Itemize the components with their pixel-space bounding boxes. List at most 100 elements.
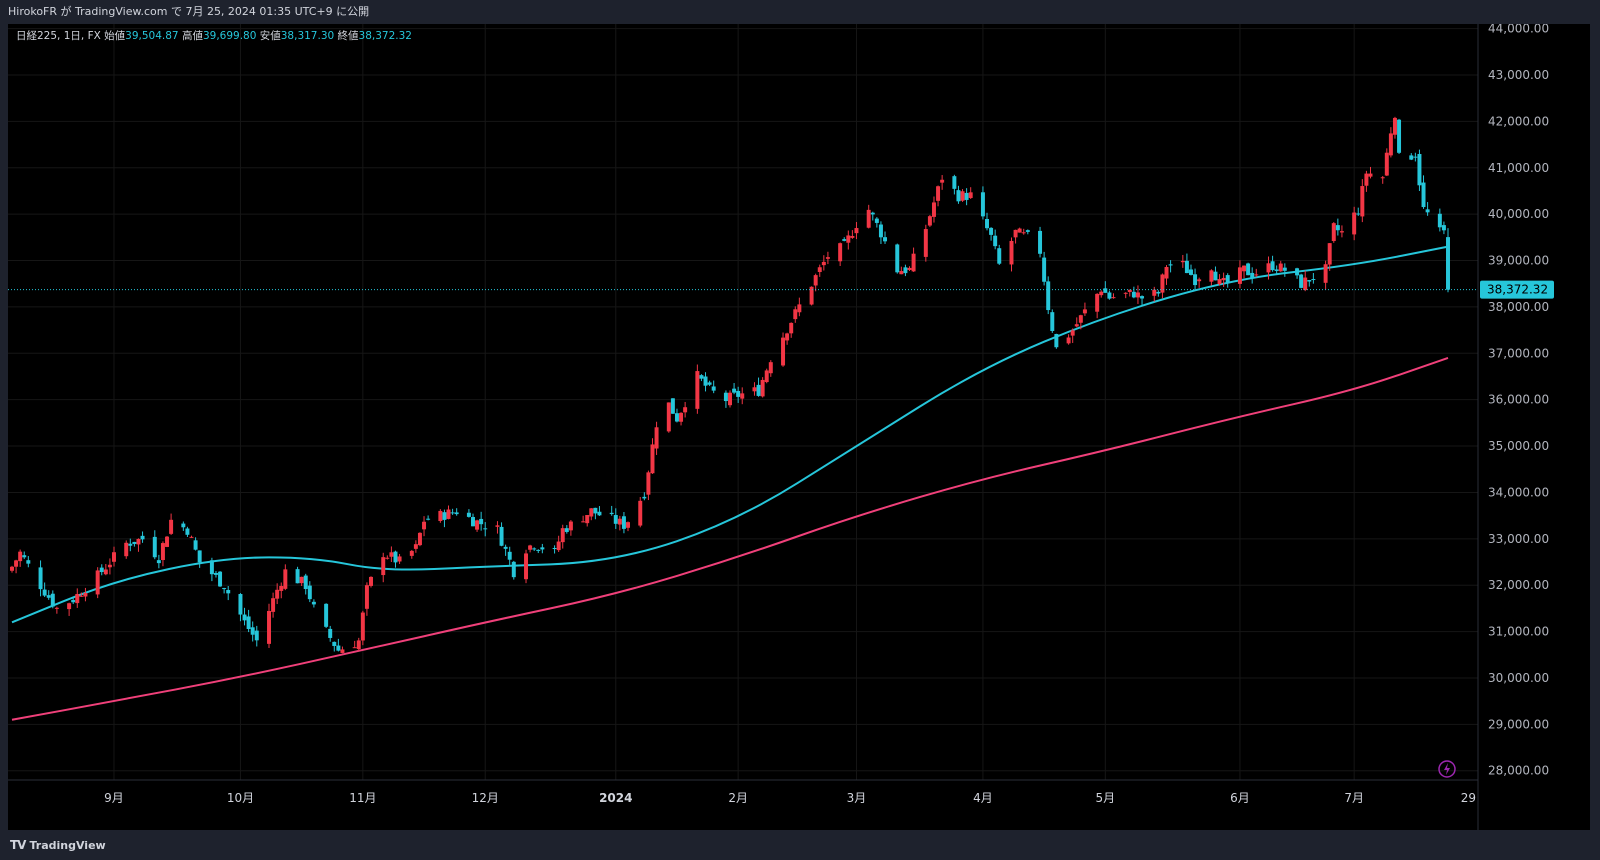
- candle-body: [1046, 281, 1051, 311]
- candle-body: [866, 209, 871, 228]
- candle-body: [1074, 324, 1079, 327]
- candle-body: [740, 393, 745, 399]
- candle-body: [1017, 228, 1022, 233]
- candle-body: [940, 179, 945, 183]
- candle-body: [279, 585, 284, 591]
- candle-body: [968, 192, 973, 198]
- candle-body: [1360, 186, 1365, 217]
- candle-body: [1156, 291, 1161, 294]
- candle-body: [683, 407, 688, 413]
- ma-short-line: [11, 245, 1449, 624]
- replay-button[interactable]: [1438, 760, 1456, 778]
- time-tick-label: 3月: [847, 791, 867, 805]
- candle-body: [311, 601, 316, 605]
- candle-body: [1193, 274, 1198, 286]
- candle-body: [18, 551, 23, 562]
- candle-body: [1282, 267, 1287, 271]
- candle-body: [1388, 133, 1393, 156]
- candle-body: [707, 382, 712, 385]
- candle-body: [46, 595, 51, 598]
- candle-body: [895, 244, 900, 273]
- candle-body: [1237, 267, 1242, 284]
- candle-body: [1352, 212, 1357, 235]
- candle-body: [42, 589, 47, 596]
- candle-body: [1331, 223, 1336, 242]
- candle-body: [760, 379, 765, 397]
- high-label: 高値: [181, 30, 203, 42]
- high-value: 39,699.80: [202, 30, 257, 42]
- candle-body: [332, 641, 337, 646]
- candle-body: [723, 392, 728, 402]
- candle-body: [654, 427, 659, 449]
- tradingview-logo[interactable]: TV TradingView: [10, 838, 106, 852]
- candle-body: [328, 628, 333, 638]
- low-value: 38,317.30: [280, 30, 335, 42]
- candle-body: [409, 550, 414, 556]
- candle-body: [646, 472, 651, 495]
- chart-area[interactable]: 日経225, 1日, FX 始値39,504.87 高値39,699.80 安値…: [8, 22, 1590, 830]
- candle-body: [528, 545, 533, 550]
- time-tick-label: 2024: [599, 791, 632, 805]
- candle-body: [540, 547, 545, 550]
- candle-body: [1339, 231, 1344, 233]
- candle-body: [103, 569, 108, 575]
- candle-body: [38, 567, 43, 590]
- candle-body: [389, 552, 394, 557]
- tv-logo-icon: TV: [10, 838, 27, 852]
- brand-name: TradingView: [29, 838, 106, 852]
- candle-body: [271, 598, 276, 612]
- candle-body: [352, 647, 357, 649]
- candle-body: [1123, 292, 1128, 294]
- candle-body: [511, 561, 516, 578]
- candle-body: [1140, 296, 1145, 299]
- candle-body: [960, 191, 965, 201]
- price-tick-label: 40,000.00: [1488, 207, 1549, 221]
- candle-body: [878, 224, 883, 238]
- candle-body: [1184, 260, 1189, 274]
- candle-body: [752, 387, 757, 392]
- candle-body: [609, 512, 614, 515]
- candle-body: [536, 549, 541, 551]
- candle-body: [821, 261, 826, 266]
- candle-body: [789, 322, 794, 334]
- candle-body: [1127, 289, 1132, 292]
- candle-body: [797, 304, 802, 313]
- time-scale[interactable]: 9月 10月 11月 12月 2024 2月 3月 4月 5月 6月 7月 29: [8, 779, 1478, 805]
- candle-body: [1042, 257, 1047, 282]
- candle-body: [989, 227, 994, 235]
- price-scale[interactable]: 44,000.00 43,000.00 42,000.00 41,000.00 40,0…: [1477, 22, 1549, 830]
- candle-body: [136, 538, 141, 545]
- candle-body: [813, 275, 818, 286]
- candle-body: [213, 573, 218, 575]
- candle-body: [1221, 277, 1226, 281]
- candle-body: [854, 228, 859, 234]
- low-label: 安値: [259, 30, 281, 42]
- candle-body: [1209, 270, 1214, 282]
- candle-body: [466, 512, 471, 517]
- candle-body: [242, 614, 247, 621]
- candle-body: [364, 585, 369, 609]
- candlestick-chart[interactable]: 44,000.00 43,000.00 42,000.00 41,000.00 40,0…: [8, 22, 1590, 830]
- close-label: 終値: [337, 30, 359, 42]
- candle-body: [295, 569, 300, 584]
- candle-body: [1131, 291, 1136, 298]
- candle-body: [585, 515, 590, 524]
- candle-body: [781, 337, 786, 366]
- close-value: 38,372.32: [358, 30, 412, 42]
- candle-body: [1013, 229, 1018, 238]
- candle-body: [1437, 213, 1442, 228]
- candle-body: [475, 520, 480, 530]
- symbol-label[interactable]: 日経225, 1日, FX: [16, 30, 101, 42]
- price-tick-label: 37,000.00: [1488, 346, 1549, 360]
- candle-body: [532, 548, 537, 550]
- lightning-icon[interactable]: [1438, 760, 1456, 778]
- candle-body: [1335, 225, 1340, 231]
- candle-body: [254, 630, 259, 641]
- candle-body: [413, 544, 418, 549]
- time-tick-label: 12月: [472, 791, 499, 805]
- candle-body: [728, 392, 732, 406]
- time-tick-label: 29: [1461, 791, 1476, 805]
- candle-body: [479, 518, 484, 525]
- candle-body: [1413, 156, 1418, 158]
- candle-body: [1441, 225, 1446, 231]
